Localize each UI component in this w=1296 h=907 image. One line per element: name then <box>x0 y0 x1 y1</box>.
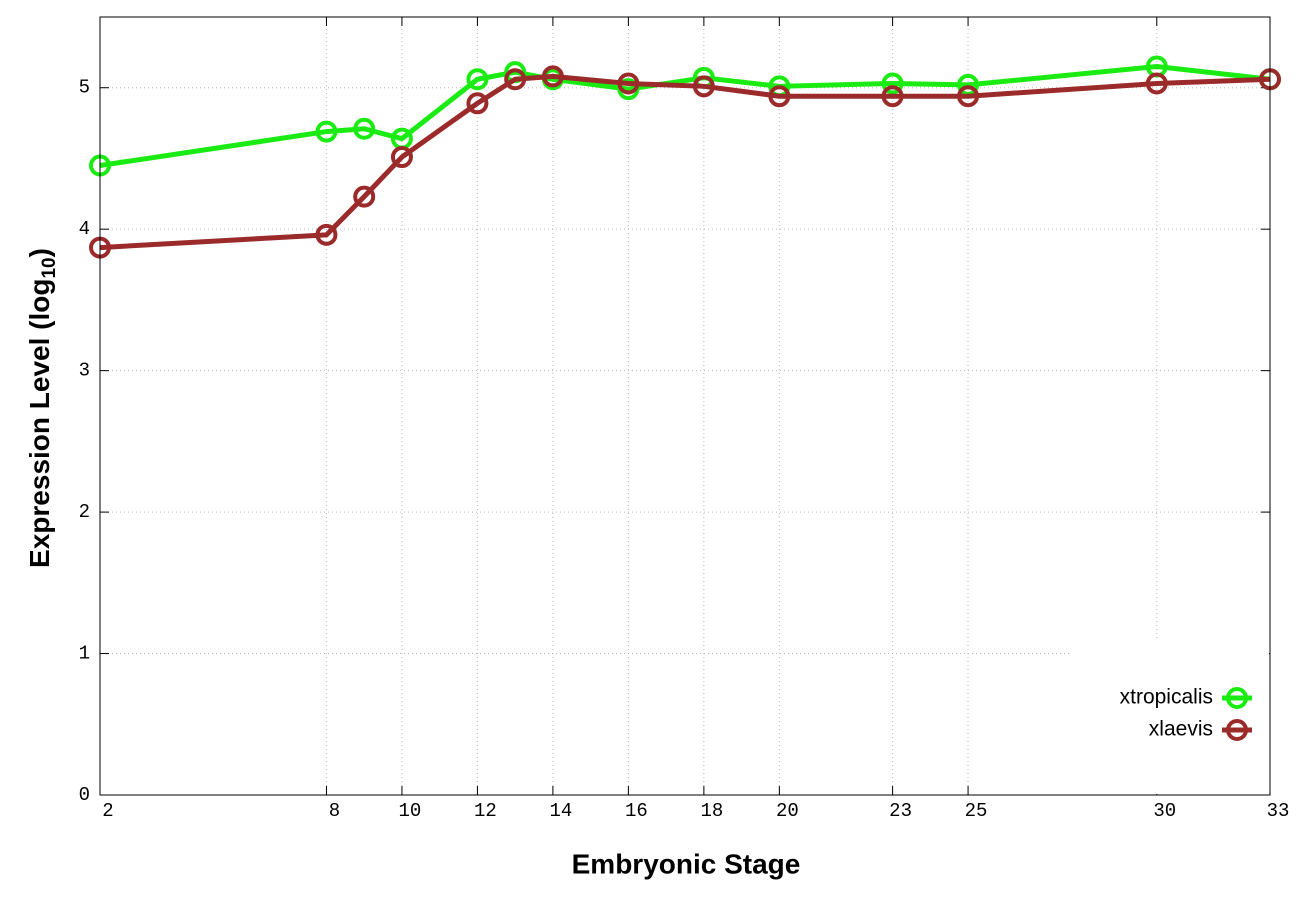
legend-marker <box>1226 719 1248 741</box>
legend-background <box>1070 640 1269 794</box>
y-tick-label: 4 <box>79 218 90 240</box>
data-point <box>390 146 413 169</box>
x-tick-label: 8 <box>329 800 340 822</box>
x-tick-label: 20 <box>776 800 799 822</box>
y-tick-label: 0 <box>79 784 90 806</box>
x-tick-label: 18 <box>700 800 723 822</box>
x-tick-label: 23 <box>889 800 912 822</box>
data-point <box>1145 72 1168 95</box>
data-point <box>353 185 376 208</box>
data-point <box>541 65 564 88</box>
x-axis-label: Embryonic Stage <box>572 848 801 879</box>
y-label-main: Expression Level (log <box>24 279 55 568</box>
x-tick-label: 25 <box>965 800 988 822</box>
data-point <box>881 85 904 108</box>
x-tick-label: 10 <box>399 800 422 822</box>
plot-frame <box>99 16 1271 796</box>
y-label-subscript: 10 <box>39 257 60 278</box>
x-tick-label: 33 <box>1267 800 1290 822</box>
y-tick-label: 1 <box>79 643 90 665</box>
legend-marker <box>1226 687 1248 709</box>
data-point <box>466 92 489 115</box>
legend-label: xlaevis <box>1149 718 1213 741</box>
data-point <box>504 68 527 91</box>
data-point <box>353 117 376 140</box>
legend-label: xtropicalis <box>1120 686 1213 709</box>
x-tick-label: 30 <box>1153 800 1176 822</box>
data-point <box>315 223 338 246</box>
x-tick-label: 2 <box>102 800 113 822</box>
data-point <box>617 72 640 95</box>
series-line <box>99 64 1271 168</box>
data-point <box>881 72 904 95</box>
data-point <box>768 85 791 108</box>
y-label-end: ) <box>24 248 55 257</box>
x-tick-label: 14 <box>549 800 572 822</box>
data-point <box>692 75 715 98</box>
y-tick-label: 5 <box>79 77 90 99</box>
x-tick-label: 12 <box>474 800 497 822</box>
series-line <box>99 73 1271 251</box>
y-tick-label: 3 <box>79 360 90 382</box>
data-point <box>315 120 338 143</box>
y-tick-label: 2 <box>79 501 90 523</box>
y-axis-label: Expression Level (log10) <box>24 248 60 568</box>
data-point <box>957 85 980 108</box>
data-point <box>466 68 489 91</box>
x-tick-label: 16 <box>625 800 648 822</box>
